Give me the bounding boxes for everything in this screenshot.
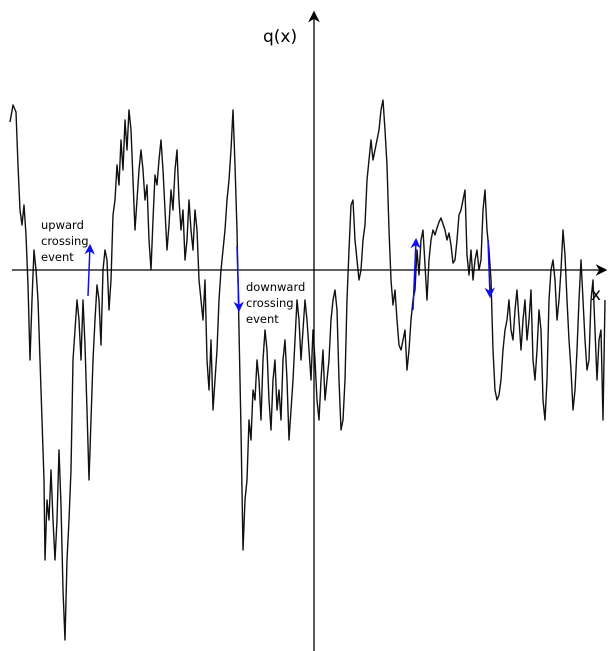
upward-crossing-label: upward crossing event: [41, 218, 89, 264]
downward-crossing-label: downward crossing event: [246, 280, 305, 326]
upward-crossing-arrow-1: [84, 243, 95, 297]
upward-label-line-1: upward: [41, 218, 84, 232]
x-axis-label: x: [591, 285, 601, 305]
upward-label-line-3: event: [41, 250, 74, 264]
upward-crossing-arrow-2: [410, 237, 421, 311]
downward-crossing-arrow-1: [233, 245, 244, 313]
upward-label-line-2: crossing: [41, 234, 89, 248]
downward-crossing-arrow-2: [484, 239, 495, 299]
downward-label-line-3: event: [246, 312, 279, 326]
downward-label-line-1: downward: [246, 280, 305, 294]
y-axis-label: q(x): [263, 27, 297, 47]
signal-curve: [9, 99, 606, 641]
downward-label-line-2: crossing: [246, 296, 294, 310]
